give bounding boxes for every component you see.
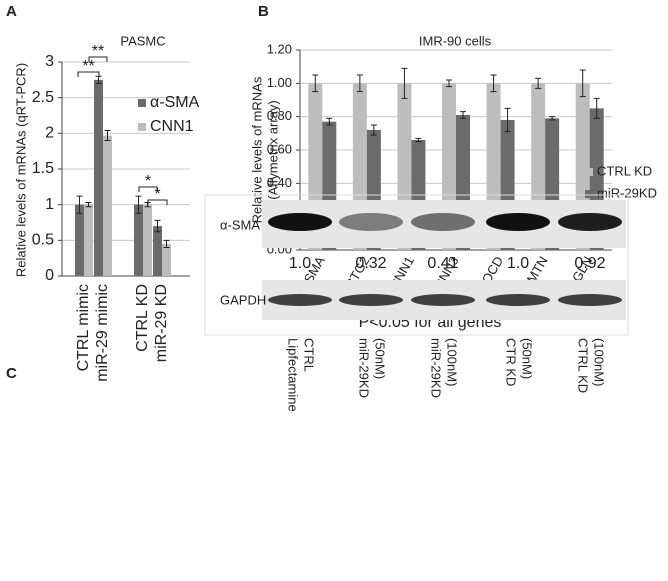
panel-letter: B — [258, 3, 269, 20]
significance-bracket — [138, 186, 158, 192]
row-label: GAPDH — [220, 292, 266, 307]
error-bar — [446, 79, 452, 88]
significance-bracket — [88, 56, 108, 62]
bar — [84, 204, 93, 276]
y-tick-label: 0.60 — [267, 141, 292, 156]
x-tick-label: miR-29 mimic — [94, 284, 111, 382]
bar — [94, 79, 103, 276]
band-value: 1.0 — [289, 255, 311, 272]
lane-label: miR-29KD — [357, 338, 372, 398]
error-bar — [579, 69, 586, 98]
y-tick-label: 3 — [45, 53, 54, 70]
error-bar — [535, 77, 542, 89]
error-bar — [312, 74, 319, 93]
legend-swatch — [138, 99, 146, 107]
blot-frame — [204, 194, 629, 336]
error-bar — [401, 67, 408, 99]
band — [268, 213, 332, 231]
error-bar — [135, 195, 142, 214]
error-bar — [415, 137, 422, 143]
y-tick-label: 1 — [45, 196, 54, 213]
error-bar — [490, 74, 497, 93]
panel-letter: C — [6, 365, 17, 382]
band — [339, 294, 403, 306]
bar — [134, 204, 143, 276]
band-value: 1.0 — [507, 255, 529, 272]
significance-bracket — [147, 199, 168, 205]
band — [411, 213, 475, 231]
chart-title: PASMC — [120, 33, 165, 48]
band-value: 0.32 — [355, 255, 386, 272]
y-tick-label: 1.20 — [267, 41, 292, 56]
y-axis-label: Relative levels of mRNAs (qRT-PCR) — [13, 63, 28, 277]
y-tick-label: 0 — [45, 267, 54, 284]
error-bar — [370, 124, 377, 136]
panel-letter: A — [6, 3, 17, 20]
lane-label: CTR KD — [504, 338, 519, 386]
legend-label: miR-29KD — [597, 185, 657, 200]
error-bar — [104, 129, 111, 141]
lane-label: (50nM) — [373, 338, 388, 379]
y-tick-label: 0.40 — [267, 175, 292, 190]
band — [558, 213, 622, 231]
lane-label: (100nM) — [445, 338, 460, 386]
band — [558, 294, 622, 306]
x-tick-label: CTRL KD — [134, 284, 151, 352]
lane-label: (50nM) — [520, 338, 535, 379]
y-tick-label: 0.80 — [267, 108, 292, 123]
lane-label: CTRL — [302, 338, 317, 372]
error-bar — [460, 111, 466, 119]
y-tick-label: 1.00 — [267, 75, 292, 90]
y-tick-label: 1.5 — [32, 160, 54, 177]
bar — [103, 135, 112, 276]
lane-label: (100nM) — [592, 338, 607, 386]
band — [411, 294, 475, 306]
error-bar — [504, 107, 511, 133]
lane-label: Lipfectamine — [286, 338, 301, 412]
significance-label: * — [154, 186, 160, 203]
lane-label: CTRL KD — [576, 338, 591, 393]
band-value: 0.41 — [427, 255, 458, 272]
legend-swatch — [585, 190, 593, 198]
significance-bracket — [77, 71, 100, 77]
significance-label: ** — [92, 43, 104, 60]
bar — [143, 204, 152, 276]
bar — [75, 204, 84, 276]
band-value: 0.92 — [574, 255, 605, 272]
error-bar — [163, 239, 170, 248]
legend-swatch — [585, 168, 593, 176]
error-bar — [85, 202, 92, 208]
band — [339, 213, 403, 231]
x-tick-label: CTRL mimic — [75, 284, 92, 371]
y-tick-label: 2 — [45, 125, 54, 142]
x-tick-label: miR-29 KD — [153, 284, 170, 362]
error-bar — [326, 117, 333, 126]
legend-label: CNN1 — [150, 118, 194, 135]
y-axis-label: Relative levels of mRNAs — [249, 76, 264, 223]
band — [486, 294, 550, 306]
bar — [162, 243, 171, 276]
error-bar — [76, 195, 83, 214]
lane-label: miR-29KD — [429, 338, 444, 398]
significance-label: * — [145, 173, 151, 190]
legend-swatch — [138, 123, 146, 131]
y-tick-label: 0.5 — [32, 232, 54, 249]
y-tick-label: 2.5 — [32, 89, 54, 106]
error-bar — [549, 116, 556, 121]
significance-label: ** — [82, 58, 94, 75]
error-bar — [154, 219, 161, 233]
band — [486, 213, 550, 231]
legend-label: CTRL KD — [597, 163, 652, 178]
legend-label: α-SMA — [150, 94, 200, 111]
chart-title: IMR-90 cells — [419, 33, 492, 48]
row-label: α-SMA — [220, 217, 260, 232]
error-bar — [356, 74, 363, 93]
band — [268, 294, 332, 306]
error-bar — [593, 97, 600, 119]
bar — [153, 226, 162, 276]
y-axis-label: (Affymetrix array) — [265, 100, 280, 199]
